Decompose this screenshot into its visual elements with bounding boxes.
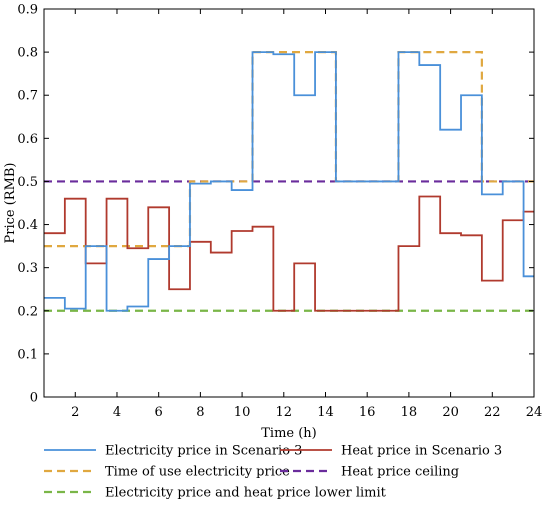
x-tick-label: 6 (155, 405, 163, 420)
series-line-0 (44, 51, 534, 312)
legend-label-2: Time of use electricity price (105, 465, 290, 480)
y-tick-label: 0.5 (17, 175, 38, 190)
legend-label-1: Heat price in Scenario 3 (341, 444, 502, 459)
x-tick-label: 2 (71, 405, 79, 420)
y-tick-label: 0 (30, 391, 38, 406)
y-tick-label: 0.8 (17, 46, 38, 61)
x-tick-label: 14 (317, 405, 334, 420)
legend: Electricity price in Scenario 3 Heat pric… (44, 444, 502, 501)
y-tick-label: 0.2 (17, 304, 38, 319)
y-tick-label: 0.4 (17, 218, 38, 233)
x-tick-label: 18 (401, 405, 418, 420)
x-tick-label: 24 (526, 405, 543, 420)
x-tick-label: 4 (113, 405, 121, 420)
series-line-2 (44, 51, 534, 248)
x-tick-label: 10 (234, 405, 251, 420)
plot-frame (43, 8, 535, 398)
y-tick-label: 0.6 (17, 132, 38, 147)
legend-label-0: Electricity price in Scenario 3 (105, 444, 302, 459)
y-tick-label: 0.3 (17, 261, 38, 276)
x-axis-label: Time (h) (261, 426, 317, 441)
x-tick-label: 8 (196, 405, 204, 420)
legend-label-4: Electricity price and heat price lower l… (105, 486, 387, 501)
series-line-1 (44, 195, 534, 312)
y-axis-label: Price (RMB) (3, 162, 18, 243)
x-tick-label: 22 (484, 405, 501, 420)
ticks-layer: 2 4 6 8 10 12 14 16 18 20 22 2400.10.20.30.40.50.60… (17, 3, 542, 421)
x-tick-label: 16 (359, 405, 376, 420)
x-tick-label: 12 (276, 405, 293, 420)
y-tick-label: 0.7 (17, 89, 38, 104)
series-layer (44, 51, 534, 312)
y-tick-label: 0.1 (17, 347, 38, 362)
x-tick-label: 20 (442, 405, 459, 420)
legend-label-3: Heat price ceiling (341, 465, 459, 480)
y-tick-label: 0.9 (17, 3, 38, 18)
